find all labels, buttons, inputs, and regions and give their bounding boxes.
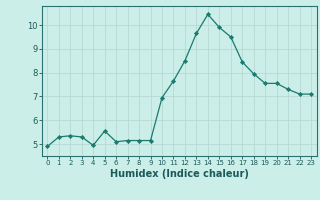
X-axis label: Humidex (Indice chaleur): Humidex (Indice chaleur): [110, 169, 249, 179]
